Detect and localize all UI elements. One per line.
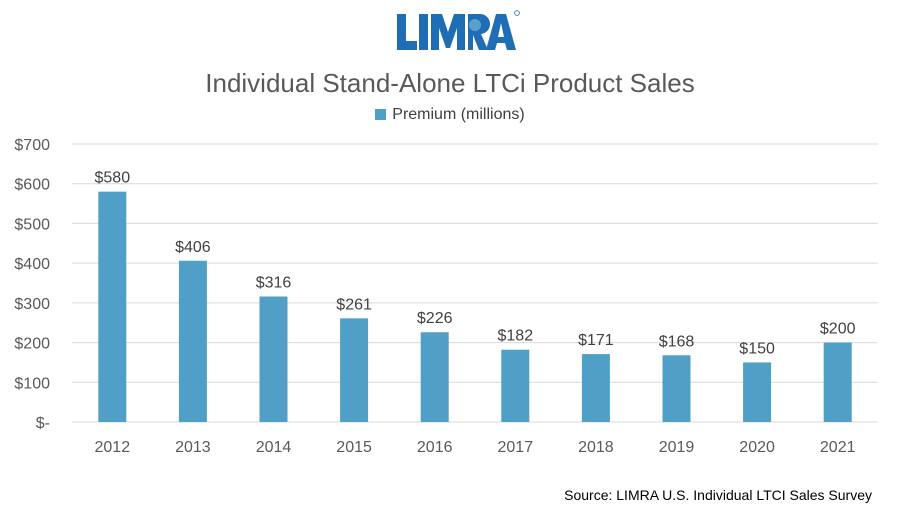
bar <box>662 355 691 422</box>
y-tick-label: $600 <box>14 177 50 194</box>
x-tick-label: 2013 <box>175 439 211 456</box>
data-label: $150 <box>739 340 775 357</box>
y-tick-label: $700 <box>14 137 50 154</box>
bar <box>823 342 852 422</box>
data-label: $316 <box>256 275 292 292</box>
x-tick-label: 2016 <box>417 439 453 456</box>
x-tick-label: 2018 <box>578 439 614 456</box>
bar <box>581 354 610 422</box>
data-label: $200 <box>820 321 856 338</box>
legend-swatch <box>375 109 387 120</box>
x-tick-label: 2017 <box>498 439 534 456</box>
bar <box>743 362 772 422</box>
x-tick-label: 2020 <box>739 439 775 456</box>
chart-title: Individual Stand-Alone LTCi Product Sale… <box>205 68 695 98</box>
x-tick-label: 2021 <box>820 439 856 456</box>
x-tick-label: 2014 <box>256 439 292 456</box>
y-tick-label: $200 <box>14 336 50 353</box>
x-tick-label: 2015 <box>336 439 372 456</box>
y-tick-label: $- <box>36 415 50 432</box>
x-tick-label: 2019 <box>659 439 695 456</box>
data-label: $406 <box>175 239 211 256</box>
y-tick-label: $300 <box>14 296 50 313</box>
y-tick-label: $400 <box>14 256 50 273</box>
x-tick-label: 2012 <box>95 439 131 456</box>
data-label: $171 <box>578 332 614 349</box>
data-label: $168 <box>659 333 695 350</box>
data-label: $226 <box>417 310 453 327</box>
data-label: $182 <box>498 328 534 345</box>
bar <box>98 191 127 422</box>
legend: Premium (millions) <box>0 106 900 124</box>
bar <box>178 260 207 422</box>
y-tick-label: $500 <box>14 216 50 233</box>
data-label: $261 <box>336 296 372 313</box>
bar <box>259 296 288 422</box>
bar <box>501 349 530 422</box>
bar <box>340 318 369 422</box>
y-tick-label: $100 <box>14 375 50 392</box>
limra-logo <box>397 10 520 50</box>
bar <box>420 332 449 422</box>
source-note: Source: LIMRA U.S. Individual LTCI Sales… <box>564 487 872 503</box>
legend-label: Premium (millions) <box>392 106 525 123</box>
data-label: $580 <box>95 170 131 187</box>
